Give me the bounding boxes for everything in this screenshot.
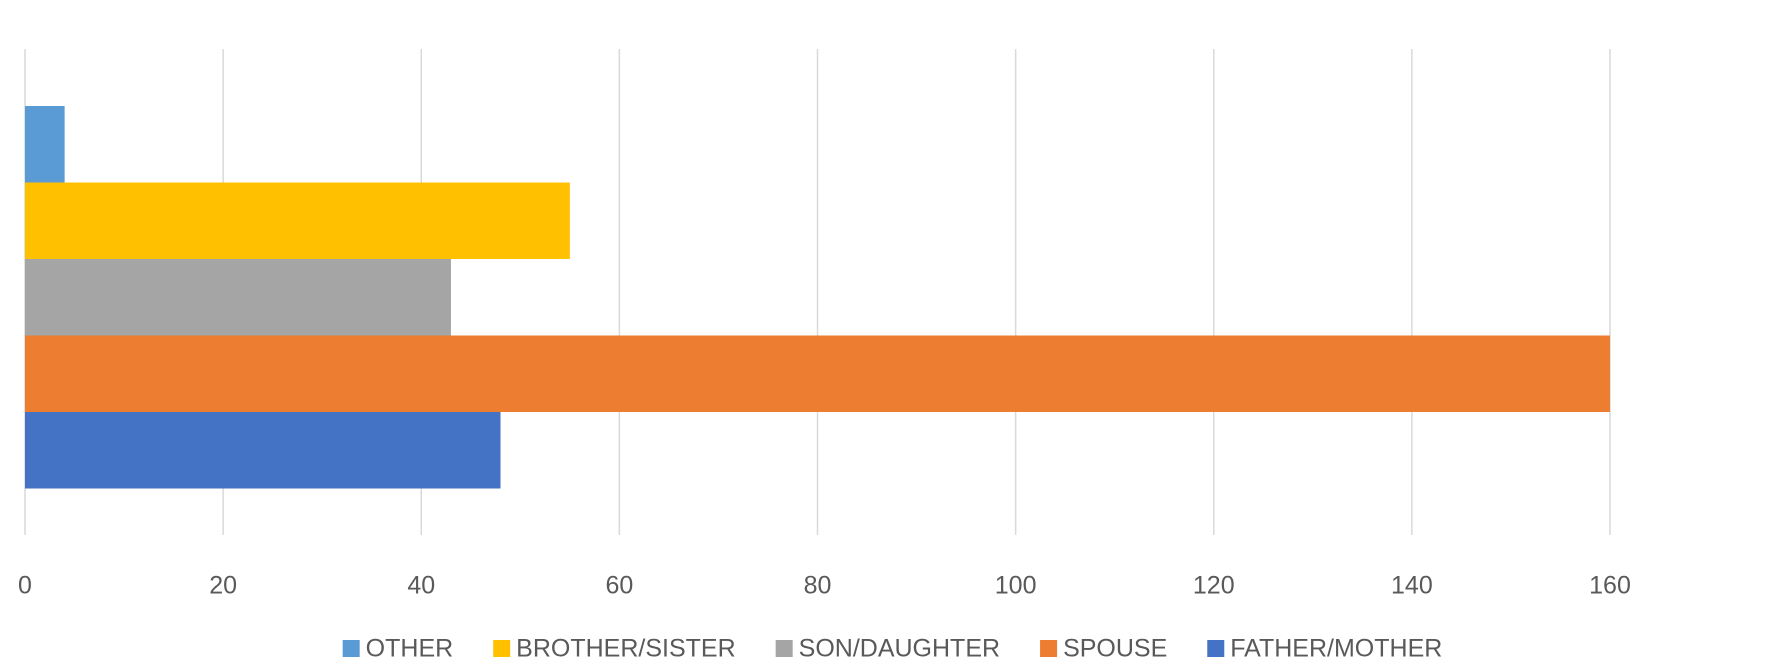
x-tick-label: 120 (1193, 572, 1235, 600)
legend-label: FATHER/MOTHER (1230, 635, 1442, 663)
bar (25, 182, 570, 259)
legend-marker (1040, 640, 1058, 657)
legend-marker (775, 640, 793, 657)
bar (25, 106, 65, 183)
bar (25, 335, 1610, 412)
x-tick-label: 60 (605, 572, 633, 600)
legend-label: SPOUSE (1063, 635, 1167, 663)
x-tick-label: 100 (995, 572, 1037, 600)
legend-label: OTHER (366, 635, 454, 663)
x-tick-label: 80 (804, 572, 832, 600)
x-tick-label: 0 (18, 572, 32, 600)
x-tick-label: 140 (1391, 572, 1433, 600)
legend-marker (493, 640, 511, 657)
legend-label: BROTHER/SISTER (516, 635, 735, 663)
x-tick-label: 40 (407, 572, 435, 600)
legend-marker (342, 640, 360, 657)
bar (25, 259, 451, 336)
legend-marker (1207, 640, 1225, 657)
x-tick-label: 160 (1589, 572, 1631, 600)
bar (25, 412, 501, 489)
legend-label: SON/DAUGHTER (799, 635, 1000, 663)
x-tick-label: 20 (209, 572, 237, 600)
